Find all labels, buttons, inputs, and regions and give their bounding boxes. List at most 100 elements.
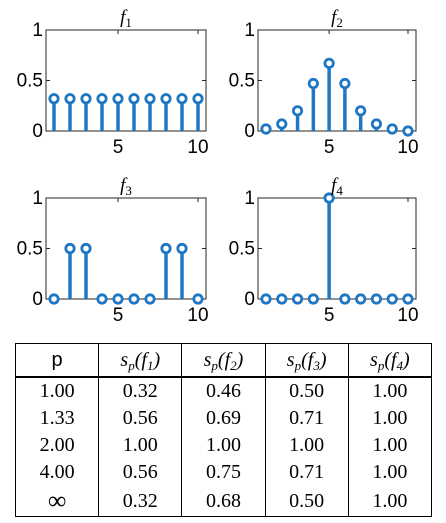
plot-title-sub: 2 <box>336 15 343 30</box>
table-row: 1.00 0.32 0.46 0.50 1.00 <box>14 377 433 405</box>
sparsity-table: p sp(f1) sp(f2) sp(f3) sp(f4) 1.00 0.32 … <box>14 343 433 517</box>
stem-marker <box>276 118 288 130</box>
header-s-sub: p <box>377 357 385 373</box>
stem-marker <box>323 192 335 204</box>
table-cell: 1.00 <box>98 432 183 459</box>
table-cell: 1.00 <box>347 459 433 486</box>
table-row: ∞ 0.32 0.68 0.50 1.00 <box>14 486 433 517</box>
stem-marker <box>192 293 204 305</box>
stem-marker <box>160 242 172 255</box>
table-cell: 1.00 <box>347 405 433 432</box>
stem-marker <box>307 77 319 90</box>
header-s-f3: sp(f3) <box>264 343 349 378</box>
stem-plot-4: 0 0.5 1 5 10 f4 <box>229 175 419 326</box>
stem-marker <box>112 93 124 105</box>
stem-marker <box>323 57 335 69</box>
row-p-value: 1.00 <box>14 377 100 405</box>
stem-marker <box>355 105 367 117</box>
stem-marker <box>386 293 398 305</box>
header-s-sub: p <box>294 357 302 373</box>
row-p-value: 1.33 <box>14 405 100 432</box>
stem-marker <box>160 93 172 105</box>
y-tick-label: 0 <box>32 121 43 142</box>
axes-box <box>257 197 417 300</box>
stem-marker <box>291 293 304 305</box>
stem-marker <box>112 293 124 305</box>
stem-marker <box>260 123 272 135</box>
plot-title-sub: 1 <box>125 15 132 30</box>
stem-marker <box>64 242 76 255</box>
header-f-sub: 4 <box>396 357 404 373</box>
header-f-main: f <box>141 348 147 371</box>
stem-marker <box>386 123 398 135</box>
header-s-f4: sp(f4) <box>347 343 433 378</box>
y-tick-label: 1 <box>244 188 255 209</box>
header-s-main: s <box>120 348 129 371</box>
stem-marker <box>80 93 92 105</box>
stem-marker <box>307 293 319 305</box>
y-tick-label: 0 <box>32 289 43 310</box>
y-tick-label: 1 <box>32 20 43 41</box>
stem-marker <box>64 93 76 105</box>
x-tick-label: 10 <box>397 305 418 326</box>
y-tick-label: 1 <box>244 20 255 41</box>
x-tick-label: 5 <box>113 305 124 326</box>
table-cell: 0.56 <box>98 405 183 432</box>
stem-marker <box>260 293 272 305</box>
y-tick-label: 0 <box>244 289 255 310</box>
table-cell: 0.56 <box>98 459 183 486</box>
stem-plot-2: 0 0.5 1 5 10 f2 <box>229 7 419 158</box>
stem-marker <box>192 93 204 105</box>
y-tick-label: 1 <box>32 188 43 209</box>
plot-title: f2 <box>331 7 343 30</box>
table-cell: 0.32 <box>98 486 183 517</box>
header-f-main: f <box>307 348 314 371</box>
table-cell: 1.00 <box>347 432 433 459</box>
row-p-value: 4.00 <box>14 459 100 486</box>
stem-marker <box>276 293 288 305</box>
stem-marker <box>48 293 60 305</box>
plot-title: f3 <box>120 175 132 198</box>
plot-title-main: f <box>331 7 339 28</box>
table-cell: 1.00 <box>264 432 349 459</box>
header-f-sub: 3 <box>313 357 320 373</box>
stem-marker <box>355 293 367 305</box>
y-tick-label: 0.5 <box>229 239 255 260</box>
x-tick-label: 5 <box>113 137 124 158</box>
stem-marker <box>80 242 92 255</box>
plot-title-main: f <box>120 7 128 28</box>
table-cell: 0.69 <box>181 405 266 432</box>
table-cell: 0.32 <box>98 377 183 405</box>
table-cell: 0.50 <box>264 377 349 405</box>
table-row: 4.00 0.56 0.75 0.71 1.00 <box>14 459 433 486</box>
header-f-sub: 2 <box>230 357 237 373</box>
plot-title-main: f <box>331 175 339 196</box>
stem-marker <box>96 293 108 305</box>
row-p-value: ∞ <box>14 486 100 517</box>
plot-title-sub: 3 <box>125 183 132 198</box>
x-tick-label: 5 <box>324 305 335 326</box>
y-tick-label: 0.5 <box>17 239 43 260</box>
stem-marker <box>370 118 383 130</box>
stem-marker <box>339 77 351 90</box>
table-cell: 0.75 <box>181 459 266 486</box>
stem-marker <box>291 105 304 117</box>
header-s-sub: p <box>211 357 218 373</box>
table-cell: 0.71 <box>264 459 349 486</box>
table-header-row: p sp(f1) sp(f2) sp(f3) sp(f4) <box>14 343 433 378</box>
stem-marker <box>370 293 383 305</box>
stem-marker <box>339 293 351 305</box>
stem-marker <box>176 242 188 255</box>
y-tick-label: 0.5 <box>229 71 255 92</box>
header-s-sub: p <box>128 357 135 373</box>
table-cell: 1.00 <box>347 377 433 405</box>
stem-marker <box>144 293 156 305</box>
table-cell: 0.46 <box>181 377 266 405</box>
x-tick-label: 10 <box>397 137 418 158</box>
header-s-f2: sp(f2) <box>181 343 266 378</box>
stem-marker <box>176 93 188 105</box>
stem-marker <box>144 93 156 105</box>
plot-title: f1 <box>120 7 132 30</box>
header-f-main: f <box>224 348 231 371</box>
